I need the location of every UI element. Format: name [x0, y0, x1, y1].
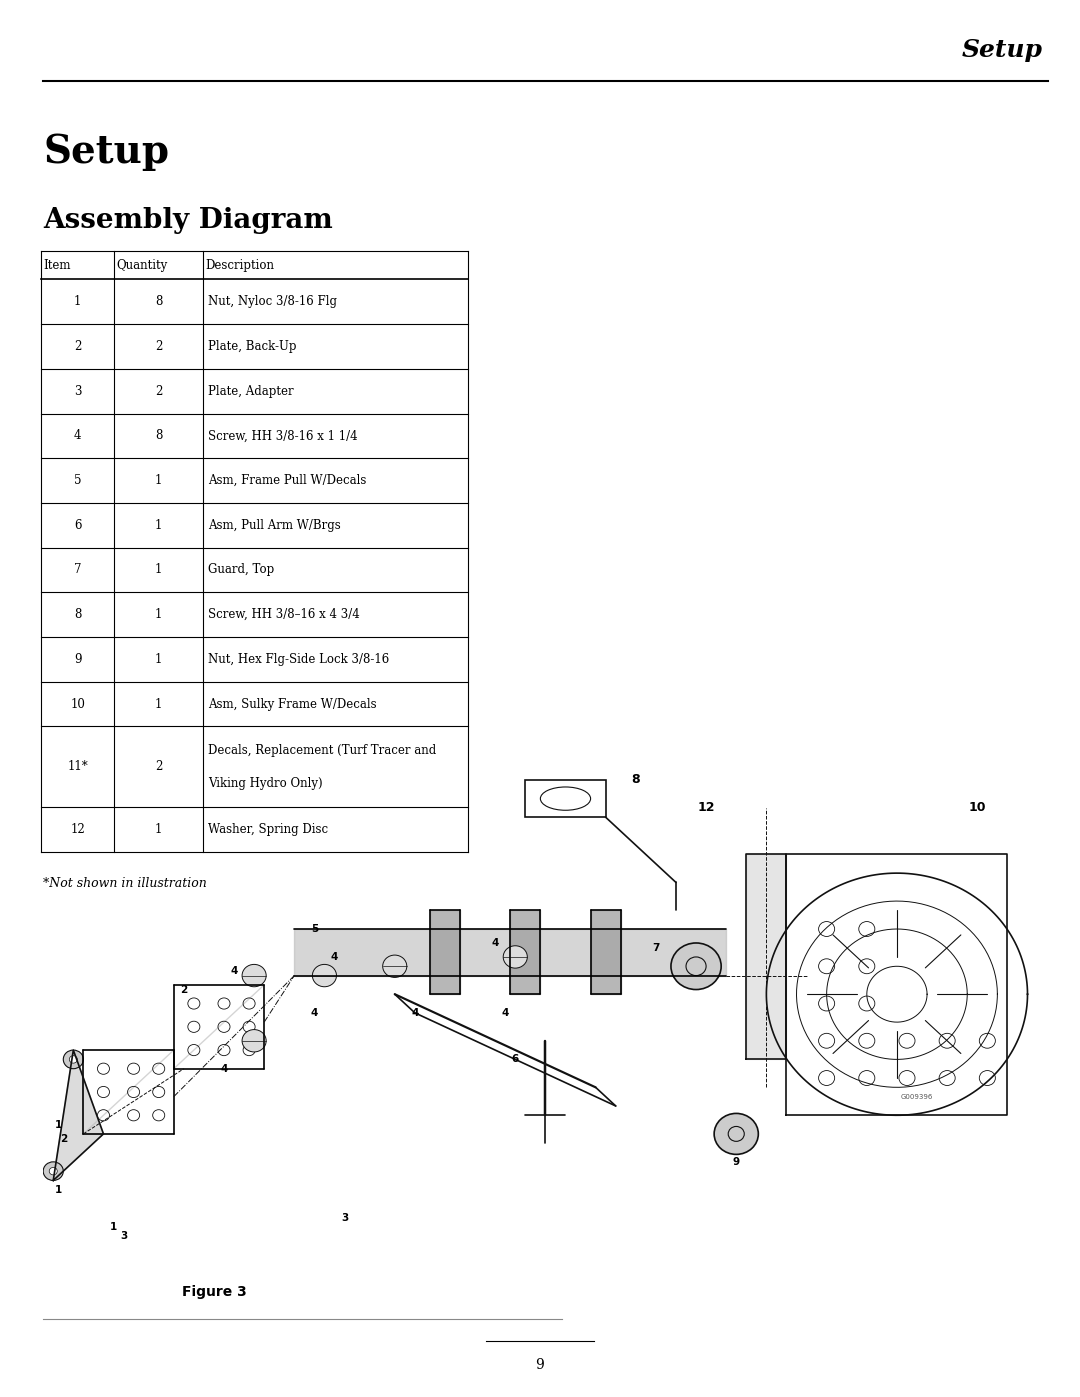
Text: 4: 4 [491, 937, 499, 949]
Text: 1: 1 [156, 474, 162, 488]
Text: 2: 2 [156, 384, 162, 398]
Text: 8: 8 [156, 295, 162, 309]
Text: 4: 4 [220, 1063, 228, 1074]
Text: 11*: 11* [67, 760, 89, 774]
Polygon shape [174, 985, 265, 1069]
Text: G009396: G009396 [901, 1094, 933, 1099]
Text: *Not shown in illustration: *Not shown in illustration [43, 877, 207, 890]
Text: Plate, Adapter: Plate, Adapter [208, 384, 294, 398]
Text: Item: Item [43, 258, 70, 272]
Circle shape [312, 964, 337, 986]
Text: 1: 1 [55, 1185, 62, 1194]
Text: Assembly Diagram: Assembly Diagram [43, 207, 333, 233]
Text: Asm, Pull Arm W/Brgs: Asm, Pull Arm W/Brgs [208, 518, 341, 532]
Text: Nut, Nyloc 3/8-16 Flg: Nut, Nyloc 3/8-16 Flg [208, 295, 337, 309]
Text: Plate, Back-Up: Plate, Back-Up [208, 339, 297, 353]
Text: Nut, Hex Flg-Side Lock 3/8-16: Nut, Hex Flg-Side Lock 3/8-16 [208, 652, 390, 666]
Text: Guard, Top: Guard, Top [208, 563, 274, 577]
Text: 9: 9 [732, 1157, 740, 1166]
Text: 10: 10 [70, 697, 85, 711]
Text: Screw, HH 3/8–16 x 4 3/4: Screw, HH 3/8–16 x 4 3/4 [208, 608, 361, 622]
Text: Description: Description [205, 258, 274, 272]
Text: 1: 1 [75, 295, 81, 309]
Text: 12: 12 [698, 802, 715, 814]
Text: 1: 1 [156, 823, 162, 837]
Circle shape [50, 1168, 57, 1175]
Text: 4: 4 [411, 1007, 419, 1018]
Text: 5: 5 [311, 923, 318, 935]
Polygon shape [746, 855, 786, 1059]
Text: 1: 1 [156, 652, 162, 666]
Polygon shape [430, 911, 460, 995]
Text: 4: 4 [230, 965, 238, 977]
Text: 3: 3 [120, 1231, 127, 1242]
Text: Setup: Setup [961, 38, 1042, 63]
Text: 1: 1 [156, 697, 162, 711]
Polygon shape [510, 911, 540, 995]
Text: 7: 7 [75, 563, 81, 577]
Bar [525, 780, 606, 817]
Polygon shape [83, 1051, 174, 1134]
Text: 3: 3 [75, 384, 81, 398]
Text: 1: 1 [110, 1222, 117, 1232]
Text: 2: 2 [75, 339, 81, 353]
Text: 2: 2 [156, 760, 162, 774]
Text: 2: 2 [59, 1133, 67, 1144]
Text: 4: 4 [501, 1007, 509, 1018]
Circle shape [43, 1162, 64, 1180]
Text: 7: 7 [652, 943, 660, 953]
Text: Asm, Frame Pull W/Decals: Asm, Frame Pull W/Decals [208, 474, 367, 488]
Text: 4: 4 [75, 429, 81, 443]
Circle shape [242, 964, 266, 986]
Polygon shape [53, 1051, 104, 1180]
Text: 8: 8 [75, 608, 81, 622]
Text: 6: 6 [75, 518, 81, 532]
Text: Quantity: Quantity [117, 258, 167, 272]
Text: 9: 9 [536, 1358, 544, 1372]
Text: 3: 3 [341, 1213, 348, 1222]
Text: 8: 8 [156, 429, 162, 443]
Text: Washer, Spring Disc: Washer, Spring Disc [208, 823, 328, 837]
Text: Asm, Sulky Frame W/Decals: Asm, Sulky Frame W/Decals [208, 697, 377, 711]
Polygon shape [294, 929, 726, 975]
Text: 1: 1 [55, 1119, 62, 1130]
Text: 8: 8 [632, 774, 640, 787]
Text: 10: 10 [969, 802, 986, 814]
Text: 4: 4 [311, 1007, 319, 1018]
Circle shape [69, 1056, 78, 1063]
Text: Setup: Setup [43, 133, 170, 170]
Text: 1: 1 [156, 518, 162, 532]
Circle shape [382, 956, 407, 978]
Circle shape [242, 1030, 266, 1052]
Text: Screw, HH 3/8-16 x 1 1/4: Screw, HH 3/8-16 x 1 1/4 [208, 429, 359, 443]
Text: 5: 5 [75, 474, 81, 488]
Polygon shape [591, 911, 621, 995]
Text: 6: 6 [512, 1055, 518, 1065]
Text: 2: 2 [156, 339, 162, 353]
Circle shape [714, 1113, 758, 1154]
Text: 4: 4 [330, 951, 338, 963]
Circle shape [503, 946, 527, 968]
Text: 1: 1 [156, 563, 162, 577]
Circle shape [671, 943, 721, 989]
Text: Decals, Replacement (Turf Tracer and: Decals, Replacement (Turf Tracer and [208, 745, 436, 757]
Text: 1: 1 [156, 608, 162, 622]
Text: Figure 3: Figure 3 [181, 1285, 246, 1299]
Text: 12: 12 [70, 823, 85, 837]
Circle shape [64, 1051, 83, 1069]
Text: Viking Hydro Only): Viking Hydro Only) [208, 777, 323, 789]
Text: 2: 2 [180, 985, 188, 995]
Text: 9: 9 [75, 652, 81, 666]
